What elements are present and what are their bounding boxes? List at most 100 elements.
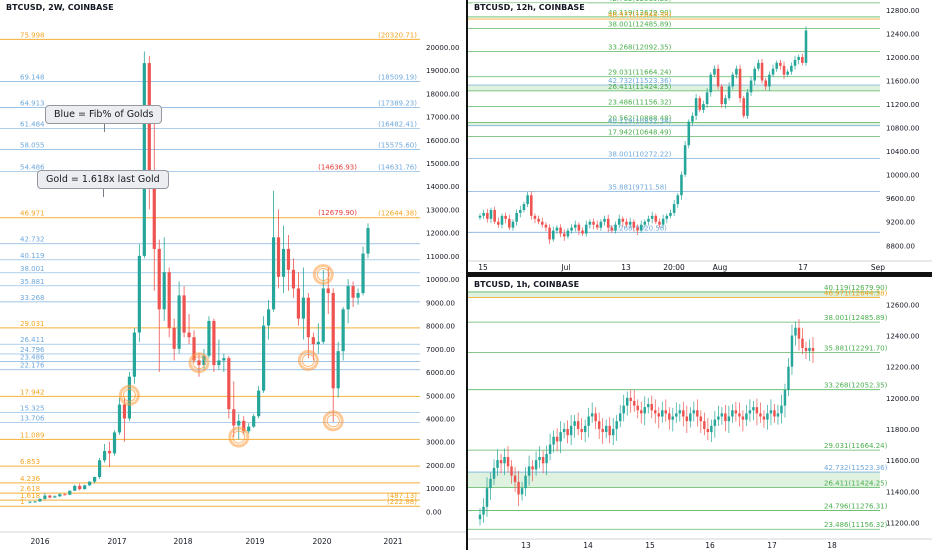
y-tick-label: 11800.00: [886, 426, 919, 434]
candle-body: [584, 224, 588, 234]
candle-body: [745, 413, 748, 420]
candle-body: [811, 347, 815, 352]
y-tick-label: 8800.00: [886, 242, 915, 250]
y-tick-label: 12400.00: [886, 30, 919, 38]
y-tick-label: 19000.00: [426, 67, 459, 75]
y-tick-label: 11600.00: [886, 457, 919, 465]
candle-body: [710, 425, 713, 433]
candle-body: [247, 426, 251, 432]
candle-body: [683, 145, 687, 175]
candle-body: [672, 204, 676, 213]
candle-body: [257, 390, 261, 417]
candle-body: [527, 466, 531, 476]
candle-body: [790, 65, 793, 72]
callout-blue: Blue = Fib% of Golds: [45, 105, 163, 132]
candle-body: [668, 413, 671, 420]
fib-label: 26.411(11424.25): [824, 479, 888, 487]
candle-body: [478, 514, 482, 520]
candle-body: [492, 467, 496, 479]
fib-right-label: (16482.41): [378, 121, 417, 129]
candle-body: [771, 68, 775, 75]
highlight-circle: [322, 410, 344, 432]
x-tick-label: 15: [645, 541, 655, 550]
y-tick-label: 12000.00: [426, 230, 459, 238]
candle-body: [650, 215, 654, 219]
candle-body: [361, 253, 365, 294]
candle-body: [738, 413, 741, 417]
candle-body: [727, 86, 731, 99]
y-tick-label: 11400.00: [886, 488, 919, 496]
candle-body: [511, 221, 515, 228]
y-tick-label: 12400.00: [886, 333, 919, 341]
bottom-right-chart-svg[interactable]: 11200.00 11400.00 11600.00 11800.00 12000.00…: [468, 277, 932, 550]
fib-label: 38.001(10272.22): [608, 151, 672, 159]
candle-body: [493, 209, 496, 222]
candle-body: [581, 230, 584, 234]
fib-label: 40.119(12679.90): [824, 284, 888, 292]
candle-body: [801, 338, 804, 348]
candle-body: [654, 410, 657, 414]
fib-label: 42.732: [20, 236, 45, 244]
candle-body: [63, 494, 67, 496]
candle-body: [526, 195, 529, 205]
candle-body: [775, 62, 778, 69]
candle-body: [590, 413, 594, 417]
candle-body: [794, 327, 797, 336]
candle-body: [657, 413, 660, 417]
candle-body: [647, 404, 650, 408]
y-tick-label: 12200.00: [886, 364, 919, 372]
fib-label: 33.268(12052.35): [824, 382, 888, 390]
fib-label: 6.853: [20, 458, 40, 466]
main-chart-svg[interactable]: 0.00 1000.00 2000.00 3000.00 4000.00 5000.00 6…: [0, 0, 466, 550]
fib-label: 46.971(12644.38): [608, 11, 672, 19]
panel-divider-horizontal: [468, 272, 932, 277]
y-tick-label: 10800.00: [886, 125, 919, 133]
candle-body: [731, 410, 734, 417]
candle-body: [622, 405, 625, 414]
x-tick-label: Jul: [560, 263, 570, 272]
candle-body: [262, 325, 266, 391]
candle-body: [162, 272, 166, 310]
candle-body: [48, 495, 52, 498]
candle-body: [242, 420, 246, 432]
candle-body: [731, 74, 735, 87]
y-tick-label: 2000.00: [426, 462, 455, 470]
fib-label: 13.706: [20, 415, 45, 423]
candle-body: [647, 218, 650, 222]
top-right-chart-svg[interactable]: 8800.00 9200.00 9600.00 10000.00 10400.00 108…: [468, 0, 932, 272]
candle-body: [562, 428, 566, 433]
candle-body: [321, 288, 325, 342]
candle-body: [783, 390, 787, 406]
candle-body: [157, 248, 161, 310]
candle-body: [685, 416, 689, 422]
candle-body: [606, 218, 610, 228]
fib-label: 42.732(11523.36): [608, 77, 672, 85]
candle-body: [281, 248, 286, 277]
candle-body: [671, 416, 675, 420]
candle-body: [595, 224, 599, 228]
candle-body: [633, 400, 636, 406]
y-tick-label: 9200.00: [886, 219, 915, 227]
candle-body: [555, 436, 559, 442]
candle-body: [172, 327, 176, 349]
y-tick-label: 11600.00: [886, 78, 919, 86]
y-tick-label: 14000.00: [426, 183, 459, 191]
top-right-chart-panel[interactable]: 8800.00 9200.00 9600.00 10000.00 10400.00 108…: [468, 0, 932, 272]
candle-body: [202, 355, 206, 366]
fib-label: 26.411: [20, 336, 45, 344]
y-tick-label: 0.00: [426, 508, 442, 516]
y-tick-label: 18000.00: [426, 90, 459, 98]
main-chart-panel[interactable]: 0.00 1000.00 2000.00 3000.00 4000.00 5000.00 6…: [0, 0, 466, 550]
candle-body: [569, 425, 573, 436]
candle-body: [755, 407, 759, 414]
fib-label: 17.942(10648.49): [608, 129, 672, 137]
y-axis-area: [420, 0, 466, 550]
y-tick-label: 6000.00: [426, 369, 455, 377]
candle-body: [636, 227, 639, 231]
candle-body: [53, 496, 57, 498]
candle-body: [699, 416, 703, 422]
candle-body: [43, 495, 47, 499]
bottom-right-chart-panel[interactable]: 11200.00 11400.00 11600.00 11800.00 12000.00…: [468, 277, 932, 550]
candle-body: [486, 212, 489, 219]
candle-body: [147, 63, 151, 187]
